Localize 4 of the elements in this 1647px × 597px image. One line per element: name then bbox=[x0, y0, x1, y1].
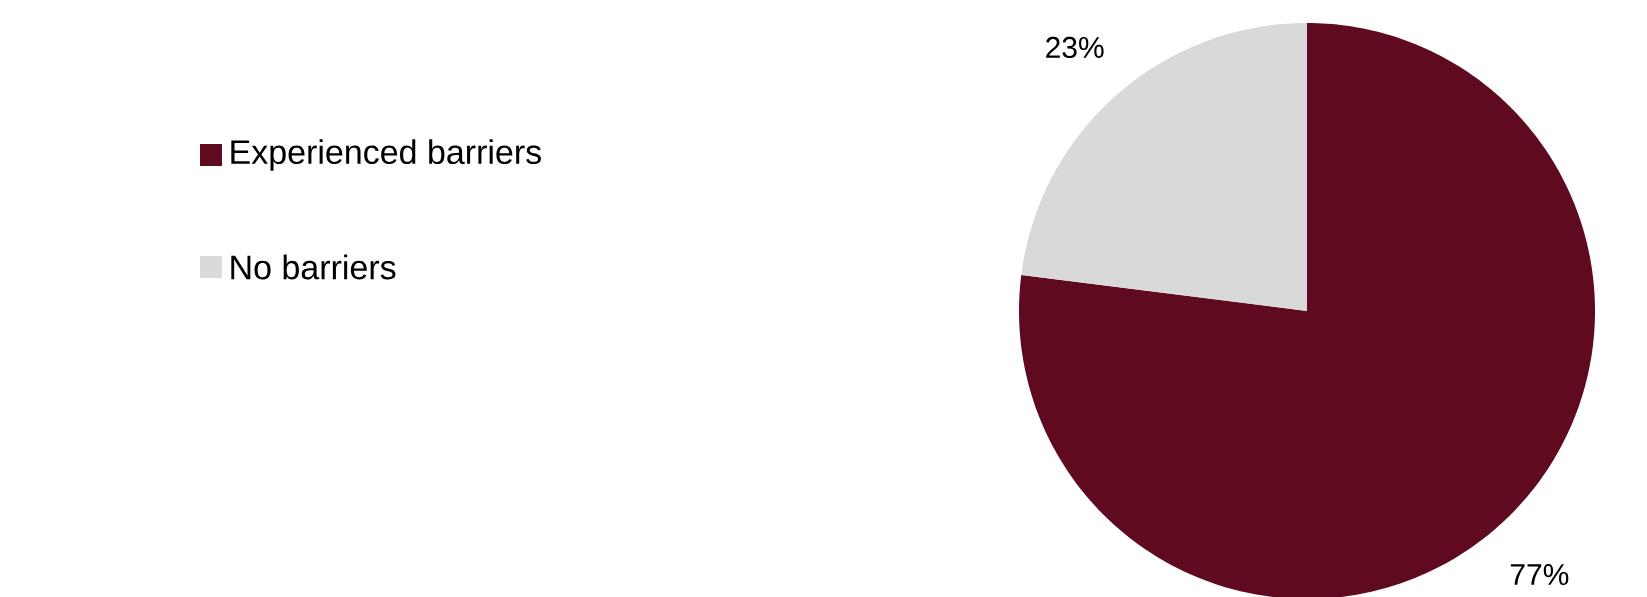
legend-label: No barriers bbox=[231, 254, 396, 280]
data-label: 23% bbox=[1046, 36, 1104, 59]
data-label: 77% bbox=[1510, 564, 1569, 586]
legend-label: Experienced barriers bbox=[231, 139, 541, 171]
